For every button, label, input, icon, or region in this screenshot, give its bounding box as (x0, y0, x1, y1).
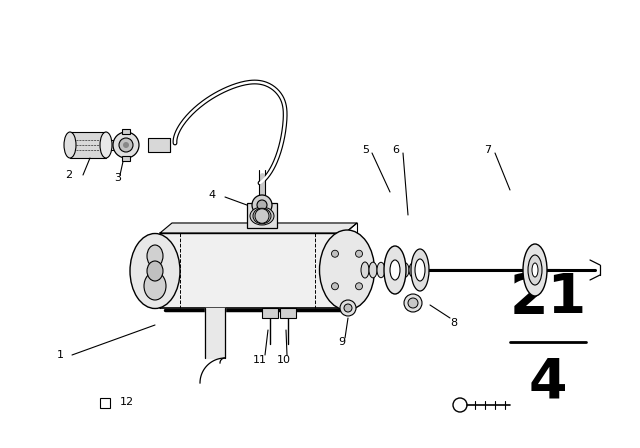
Polygon shape (160, 223, 357, 233)
Text: 11: 11 (253, 355, 267, 365)
Bar (100, 398, 110, 408)
Ellipse shape (411, 249, 429, 291)
Text: 7: 7 (484, 145, 492, 155)
Circle shape (408, 298, 418, 308)
Circle shape (332, 250, 339, 257)
Ellipse shape (147, 261, 163, 281)
Ellipse shape (255, 209, 269, 223)
Ellipse shape (523, 244, 547, 296)
Ellipse shape (130, 233, 180, 309)
Circle shape (344, 304, 352, 312)
Ellipse shape (64, 132, 76, 158)
Ellipse shape (393, 263, 401, 277)
Bar (262, 308, 278, 318)
Ellipse shape (415, 259, 425, 281)
Ellipse shape (401, 263, 409, 277)
Text: 12: 12 (120, 397, 134, 407)
Ellipse shape (319, 230, 374, 310)
Bar (122, 129, 130, 134)
Circle shape (356, 250, 362, 257)
Ellipse shape (100, 132, 112, 158)
Polygon shape (205, 308, 225, 358)
Ellipse shape (250, 207, 274, 225)
Ellipse shape (409, 263, 417, 277)
Bar (280, 308, 296, 318)
Text: 5: 5 (362, 145, 369, 155)
Ellipse shape (532, 263, 538, 277)
Ellipse shape (361, 262, 369, 278)
Circle shape (356, 283, 362, 290)
Ellipse shape (528, 255, 542, 285)
Circle shape (404, 294, 422, 312)
Ellipse shape (377, 262, 385, 278)
Text: 1: 1 (56, 350, 63, 360)
Text: 4: 4 (209, 190, 216, 200)
Ellipse shape (147, 245, 163, 267)
Text: 2: 2 (65, 170, 72, 180)
Text: 4: 4 (529, 355, 567, 409)
Circle shape (119, 138, 133, 152)
Bar (148, 138, 170, 152)
Bar (122, 156, 130, 161)
Circle shape (113, 132, 139, 158)
Text: 8: 8 (451, 318, 458, 328)
Bar (247, 203, 277, 228)
Circle shape (332, 283, 339, 290)
Circle shape (123, 142, 129, 148)
Text: 10: 10 (277, 355, 291, 365)
Ellipse shape (253, 208, 271, 224)
Ellipse shape (252, 195, 272, 215)
Ellipse shape (369, 262, 377, 278)
Ellipse shape (144, 272, 166, 300)
Circle shape (340, 300, 356, 316)
Text: 3: 3 (115, 173, 122, 183)
Ellipse shape (385, 263, 393, 278)
Text: 21: 21 (509, 271, 587, 325)
Text: 6: 6 (392, 145, 399, 155)
Ellipse shape (390, 260, 400, 280)
Ellipse shape (257, 200, 267, 210)
Polygon shape (160, 233, 345, 308)
Text: 9: 9 (339, 337, 346, 347)
Ellipse shape (384, 246, 406, 294)
Bar (70, 132, 106, 158)
